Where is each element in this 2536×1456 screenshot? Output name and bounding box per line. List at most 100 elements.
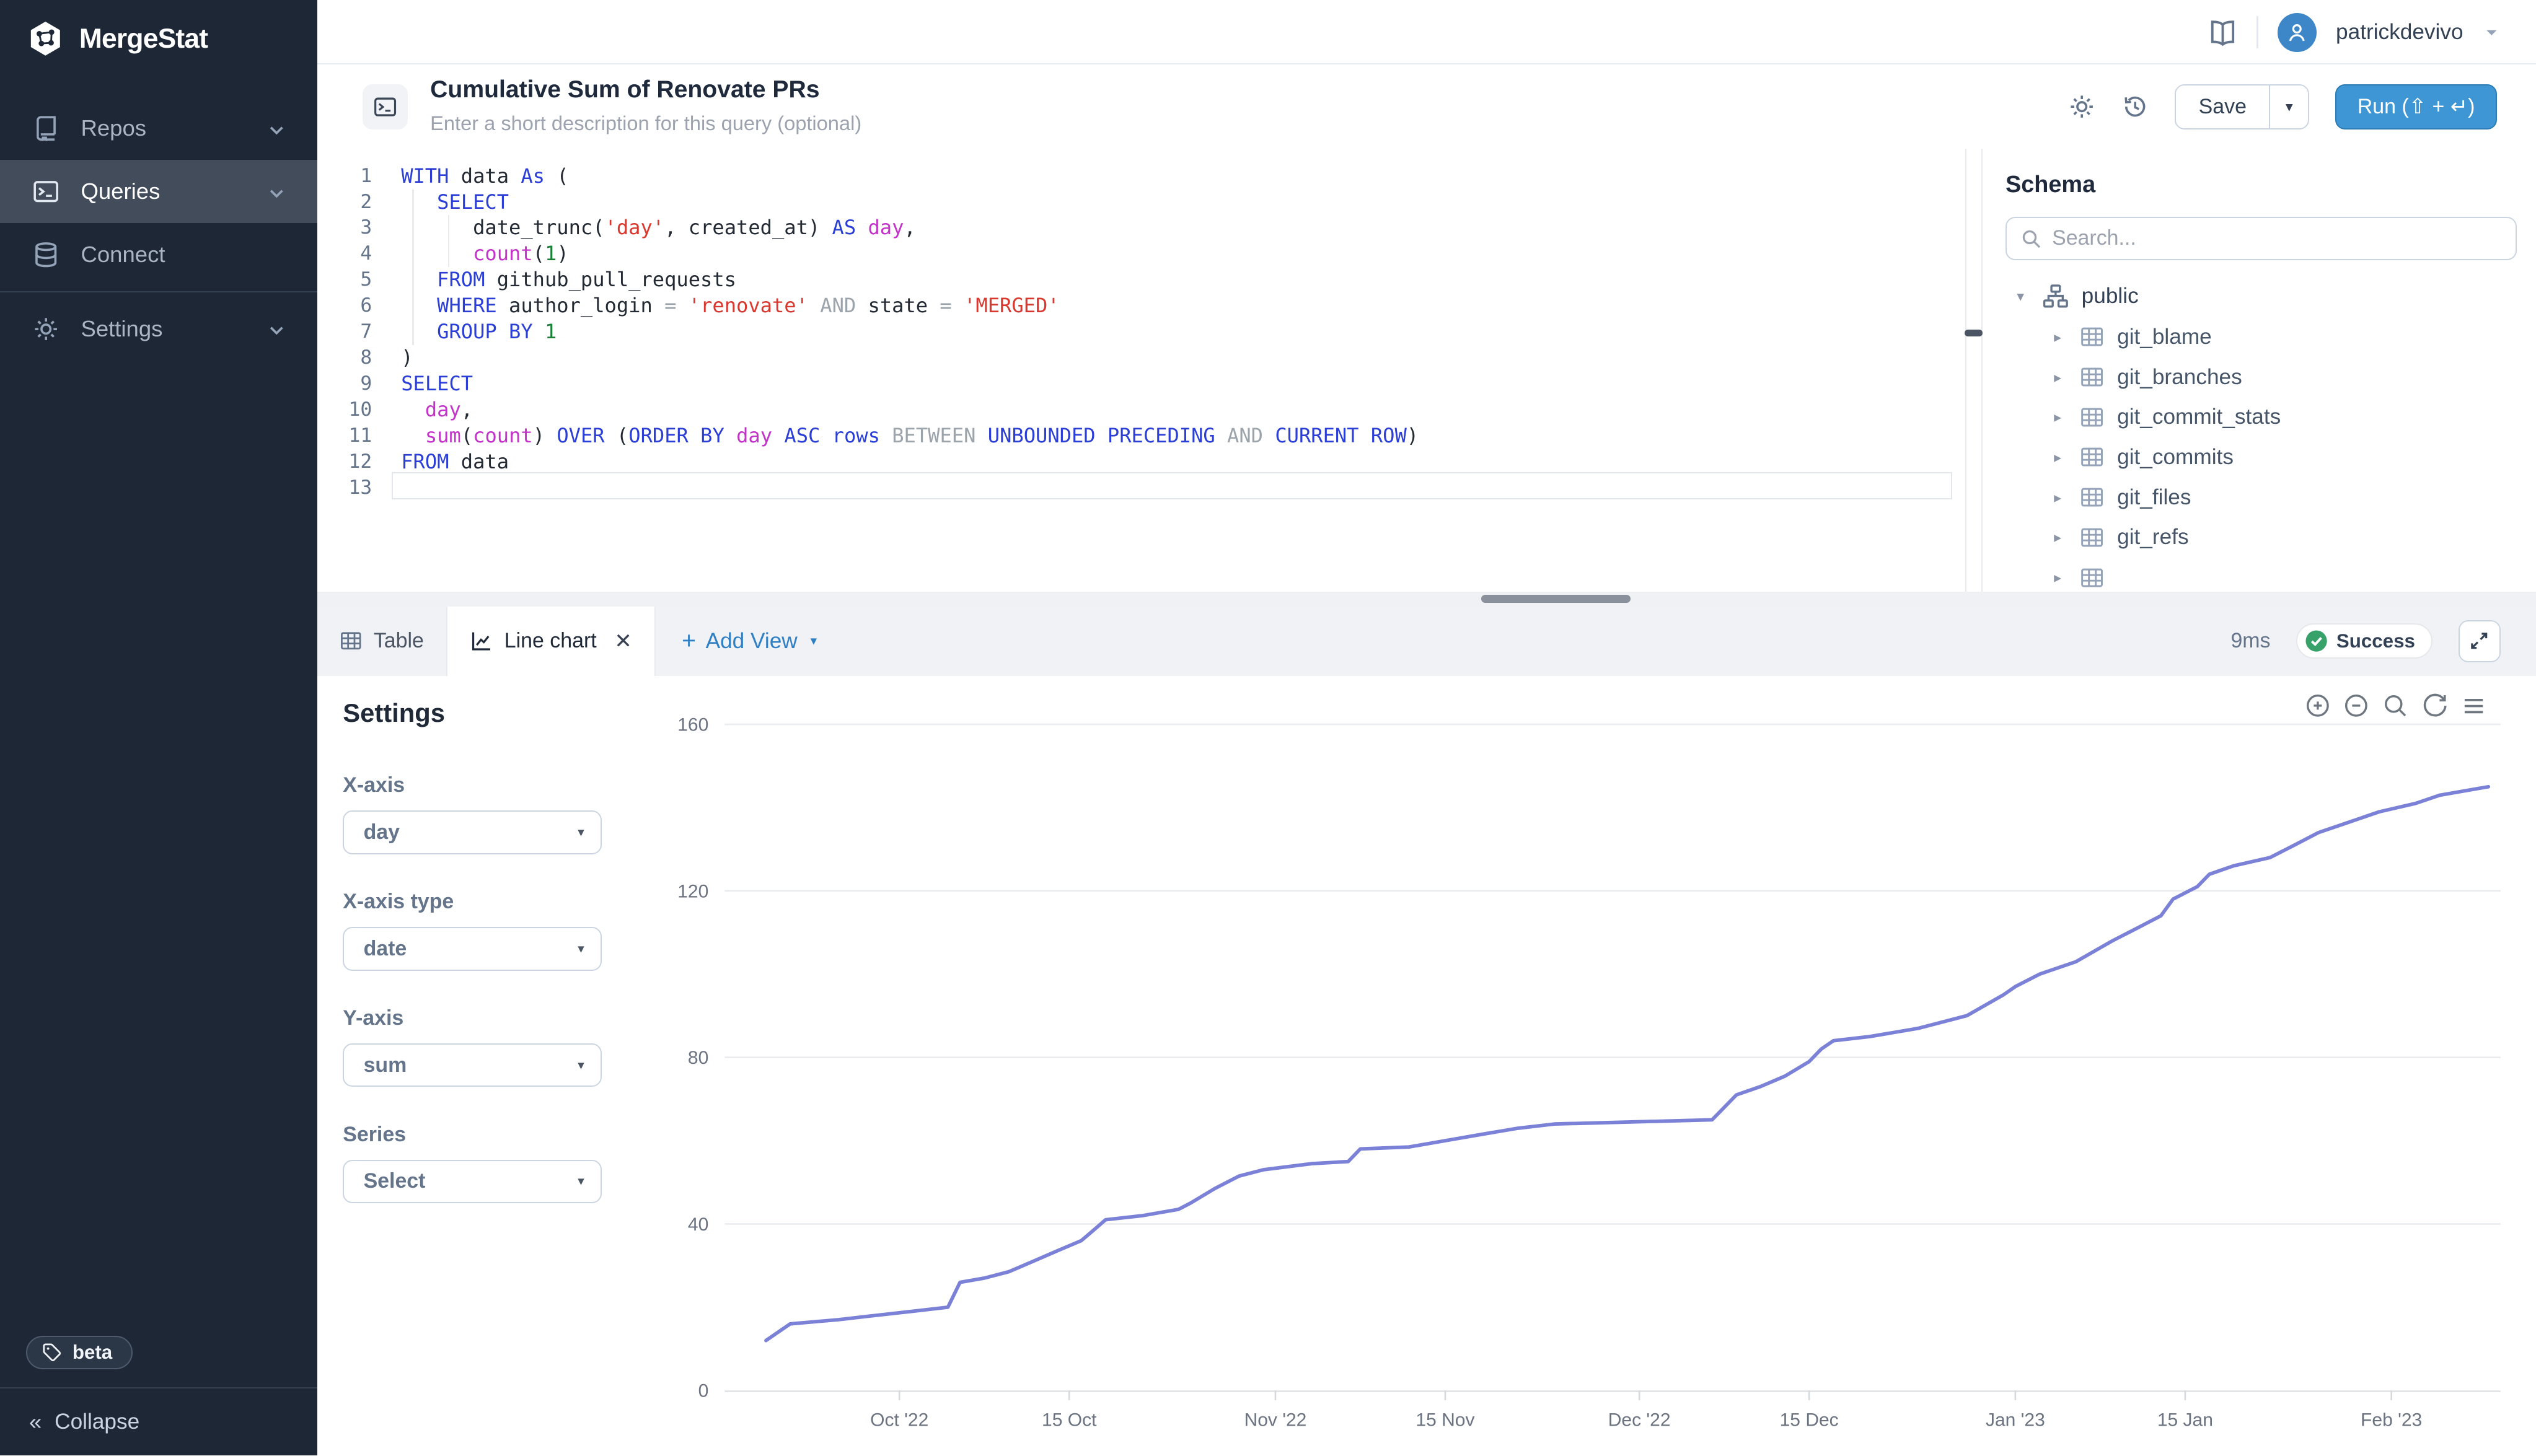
schema-table-git_refs[interactable]: ▸ git_refs <box>1983 517 2536 558</box>
run-query-button[interactable]: Run (⇧ + ↵) <box>2335 84 2498 129</box>
chevron-down-icon <box>265 182 288 205</box>
code-line-3: date_trunc('day', created_at) AS day, <box>401 215 1958 242</box>
sql-editor[interactable]: 1 2 3 4 5 6 7 8 9 10 11 12 13 WITH data As ( SELECT … <box>317 149 1965 592</box>
save-options-caret[interactable]: ▾ <box>2269 85 2309 128</box>
triangle-right-icon: ▸ <box>2054 489 2062 506</box>
beta-badge: beta <box>25 1335 133 1370</box>
triangle-right-icon: ▸ <box>2054 569 2062 586</box>
table-icon <box>2080 566 2104 590</box>
tab-line-chart[interactable]: Line chart ✕ <box>446 606 656 676</box>
triangle-right-icon: ▸ <box>2054 328 2062 345</box>
schema-panel: Schema ▾ public ▸git_blame▸git_branches▸… <box>1983 149 2536 592</box>
series-select[interactable]: Select ▾ <box>343 1159 602 1203</box>
results-tabbar: Table Line chart ✕ + Add View ▾ 9ms Succes… <box>317 606 2536 676</box>
query-settings-gear-icon[interactable] <box>2068 93 2095 120</box>
query-title[interactable]: Cumulative Sum of Renovate PRs <box>430 76 820 103</box>
indent-guide <box>447 241 450 268</box>
zoom-out-icon[interactable] <box>2343 693 2369 719</box>
field-x-axis-type: X-axis type date ▾ <box>343 890 627 971</box>
username[interactable]: patrickdevivo <box>2336 20 2463 45</box>
chart-settings-title: Settings <box>343 698 445 728</box>
schema-table-git_commits[interactable]: ▸ git_commits <box>1983 437 2536 478</box>
reset-zoom-icon[interactable] <box>2421 692 2449 719</box>
field-y-axis: Y-axis sum ▾ <box>343 1006 627 1087</box>
close-tab-icon[interactable]: ✕ <box>614 629 632 653</box>
mergestat-logo-icon <box>26 19 65 58</box>
fullscreen-expand-button[interactable] <box>2458 620 2501 662</box>
logo-text: MergeStat <box>79 23 208 54</box>
schema-table-label: git_refs <box>2117 525 2189 550</box>
triangle-right-icon: ▸ <box>2054 529 2062 546</box>
user-menu-chevron-icon[interactable] <box>2483 24 2501 42</box>
status-badge: Success <box>2296 623 2433 659</box>
schema-table-label: git_commits <box>2117 444 2234 469</box>
field-label: X-axis <box>343 773 405 797</box>
save-button[interactable]: Save <box>2176 85 2270 128</box>
tab-table[interactable]: Table <box>317 607 447 676</box>
schema-node-public[interactable]: ▾ public <box>1983 275 2536 317</box>
docs-book-icon[interactable] <box>2208 18 2237 47</box>
schema-table-clipped[interactable]: ▸ <box>1983 558 2536 592</box>
line-number: 3 <box>360 216 372 239</box>
code-line-8: ) <box>401 346 413 370</box>
triangle-down-icon: ▾ <box>2017 287 2025 304</box>
tag-icon <box>42 1342 63 1363</box>
indent-guide <box>412 267 415 294</box>
table-icon <box>2080 525 2104 550</box>
selected-value: sum <box>363 1053 407 1077</box>
topbar: patrickdevivo <box>317 0 2536 65</box>
avatar[interactable] <box>2278 12 2317 52</box>
schema-table-git_branches[interactable]: ▸ git_branches <box>1983 357 2536 397</box>
code-line-6: WHERE author_login = 'renovate' AND stat… <box>401 293 1958 320</box>
selected-value: date <box>363 936 407 960</box>
triangle-right-icon: ▸ <box>2054 449 2062 465</box>
add-view-button[interactable]: + Add View ▾ <box>682 627 817 654</box>
indent-guide <box>412 319 415 346</box>
x-axis-select[interactable]: day ▾ <box>343 810 602 854</box>
selection-zoom-icon[interactable] <box>2382 693 2408 719</box>
mergestat-logo: MergeStat <box>26 19 208 58</box>
schema-node-label: public <box>2081 283 2139 308</box>
y-axis-label: 120 <box>677 881 708 901</box>
line-number: 8 <box>360 346 372 369</box>
sidebar-item-label: Queries <box>81 178 161 204</box>
sidebar-item-queries[interactable]: Queries <box>0 160 317 224</box>
table-icon <box>2080 325 2104 349</box>
x-axis-type-select[interactable]: date ▾ <box>343 927 602 971</box>
schema-tables: ▸ git_blame ▸ git_branches ▸ git_commit_stats… <box>1983 317 2536 592</box>
sitemap-icon <box>2043 283 2069 309</box>
schema-table-git_commit_stats[interactable]: ▸ git_commit_stats <box>1983 397 2536 437</box>
sidebar-item-settings[interactable]: Settings <box>0 297 317 361</box>
query-history-icon[interactable] <box>2121 93 2149 120</box>
line-number: 7 <box>360 320 372 343</box>
caret-down-icon: ▾ <box>578 825 584 840</box>
line-number: 4 <box>360 242 372 265</box>
schema-table-git_files[interactable]: ▸ git_files <box>1983 477 2536 517</box>
y-axis-label: 40 <box>688 1214 708 1235</box>
check-circle-icon <box>2304 629 2328 653</box>
save-split-button: Save ▾ <box>2175 84 2310 129</box>
table-icon <box>2080 485 2104 509</box>
indent-guide <box>447 215 450 242</box>
query-description-placeholder[interactable]: Enter a short description for this query… <box>430 112 862 135</box>
collapse-sidebar-button[interactable]: « Collapse <box>0 1387 317 1455</box>
sidebar-nav: Repos Queries Connect Settings <box>0 97 317 361</box>
chevron-down-icon <box>265 319 288 342</box>
schema-panel-resize-handle[interactable] <box>1965 149 1983 592</box>
results-resize-handle[interactable] <box>317 592 2536 607</box>
menu-icon[interactable] <box>2462 694 2486 718</box>
field-x-axis: X-axis day ▾ <box>343 773 627 854</box>
repo-icon <box>32 115 59 142</box>
main-area: patrickdevivo Cumulative Sum of Renovate… <box>317 0 2536 1455</box>
tab-label: Line chart <box>504 629 597 653</box>
sidebar-item-repos[interactable]: Repos <box>0 97 317 160</box>
line-chart: 0 40 80 120 160 Oct '22 15 Oct Nov '22 15 Nov Dec… <box>631 679 2536 1452</box>
schema-table-git_blame[interactable]: ▸ git_blame <box>1983 317 2536 357</box>
sidebar-item-connect[interactable]: Connect <box>0 223 317 286</box>
zoom-in-icon[interactable] <box>2305 693 2331 719</box>
line-number: 2 <box>360 190 372 213</box>
y-axis-select[interactable]: sum ▾ <box>343 1043 602 1087</box>
field-label: Series <box>343 1122 407 1146</box>
schema-search-input[interactable] <box>2052 226 2503 251</box>
